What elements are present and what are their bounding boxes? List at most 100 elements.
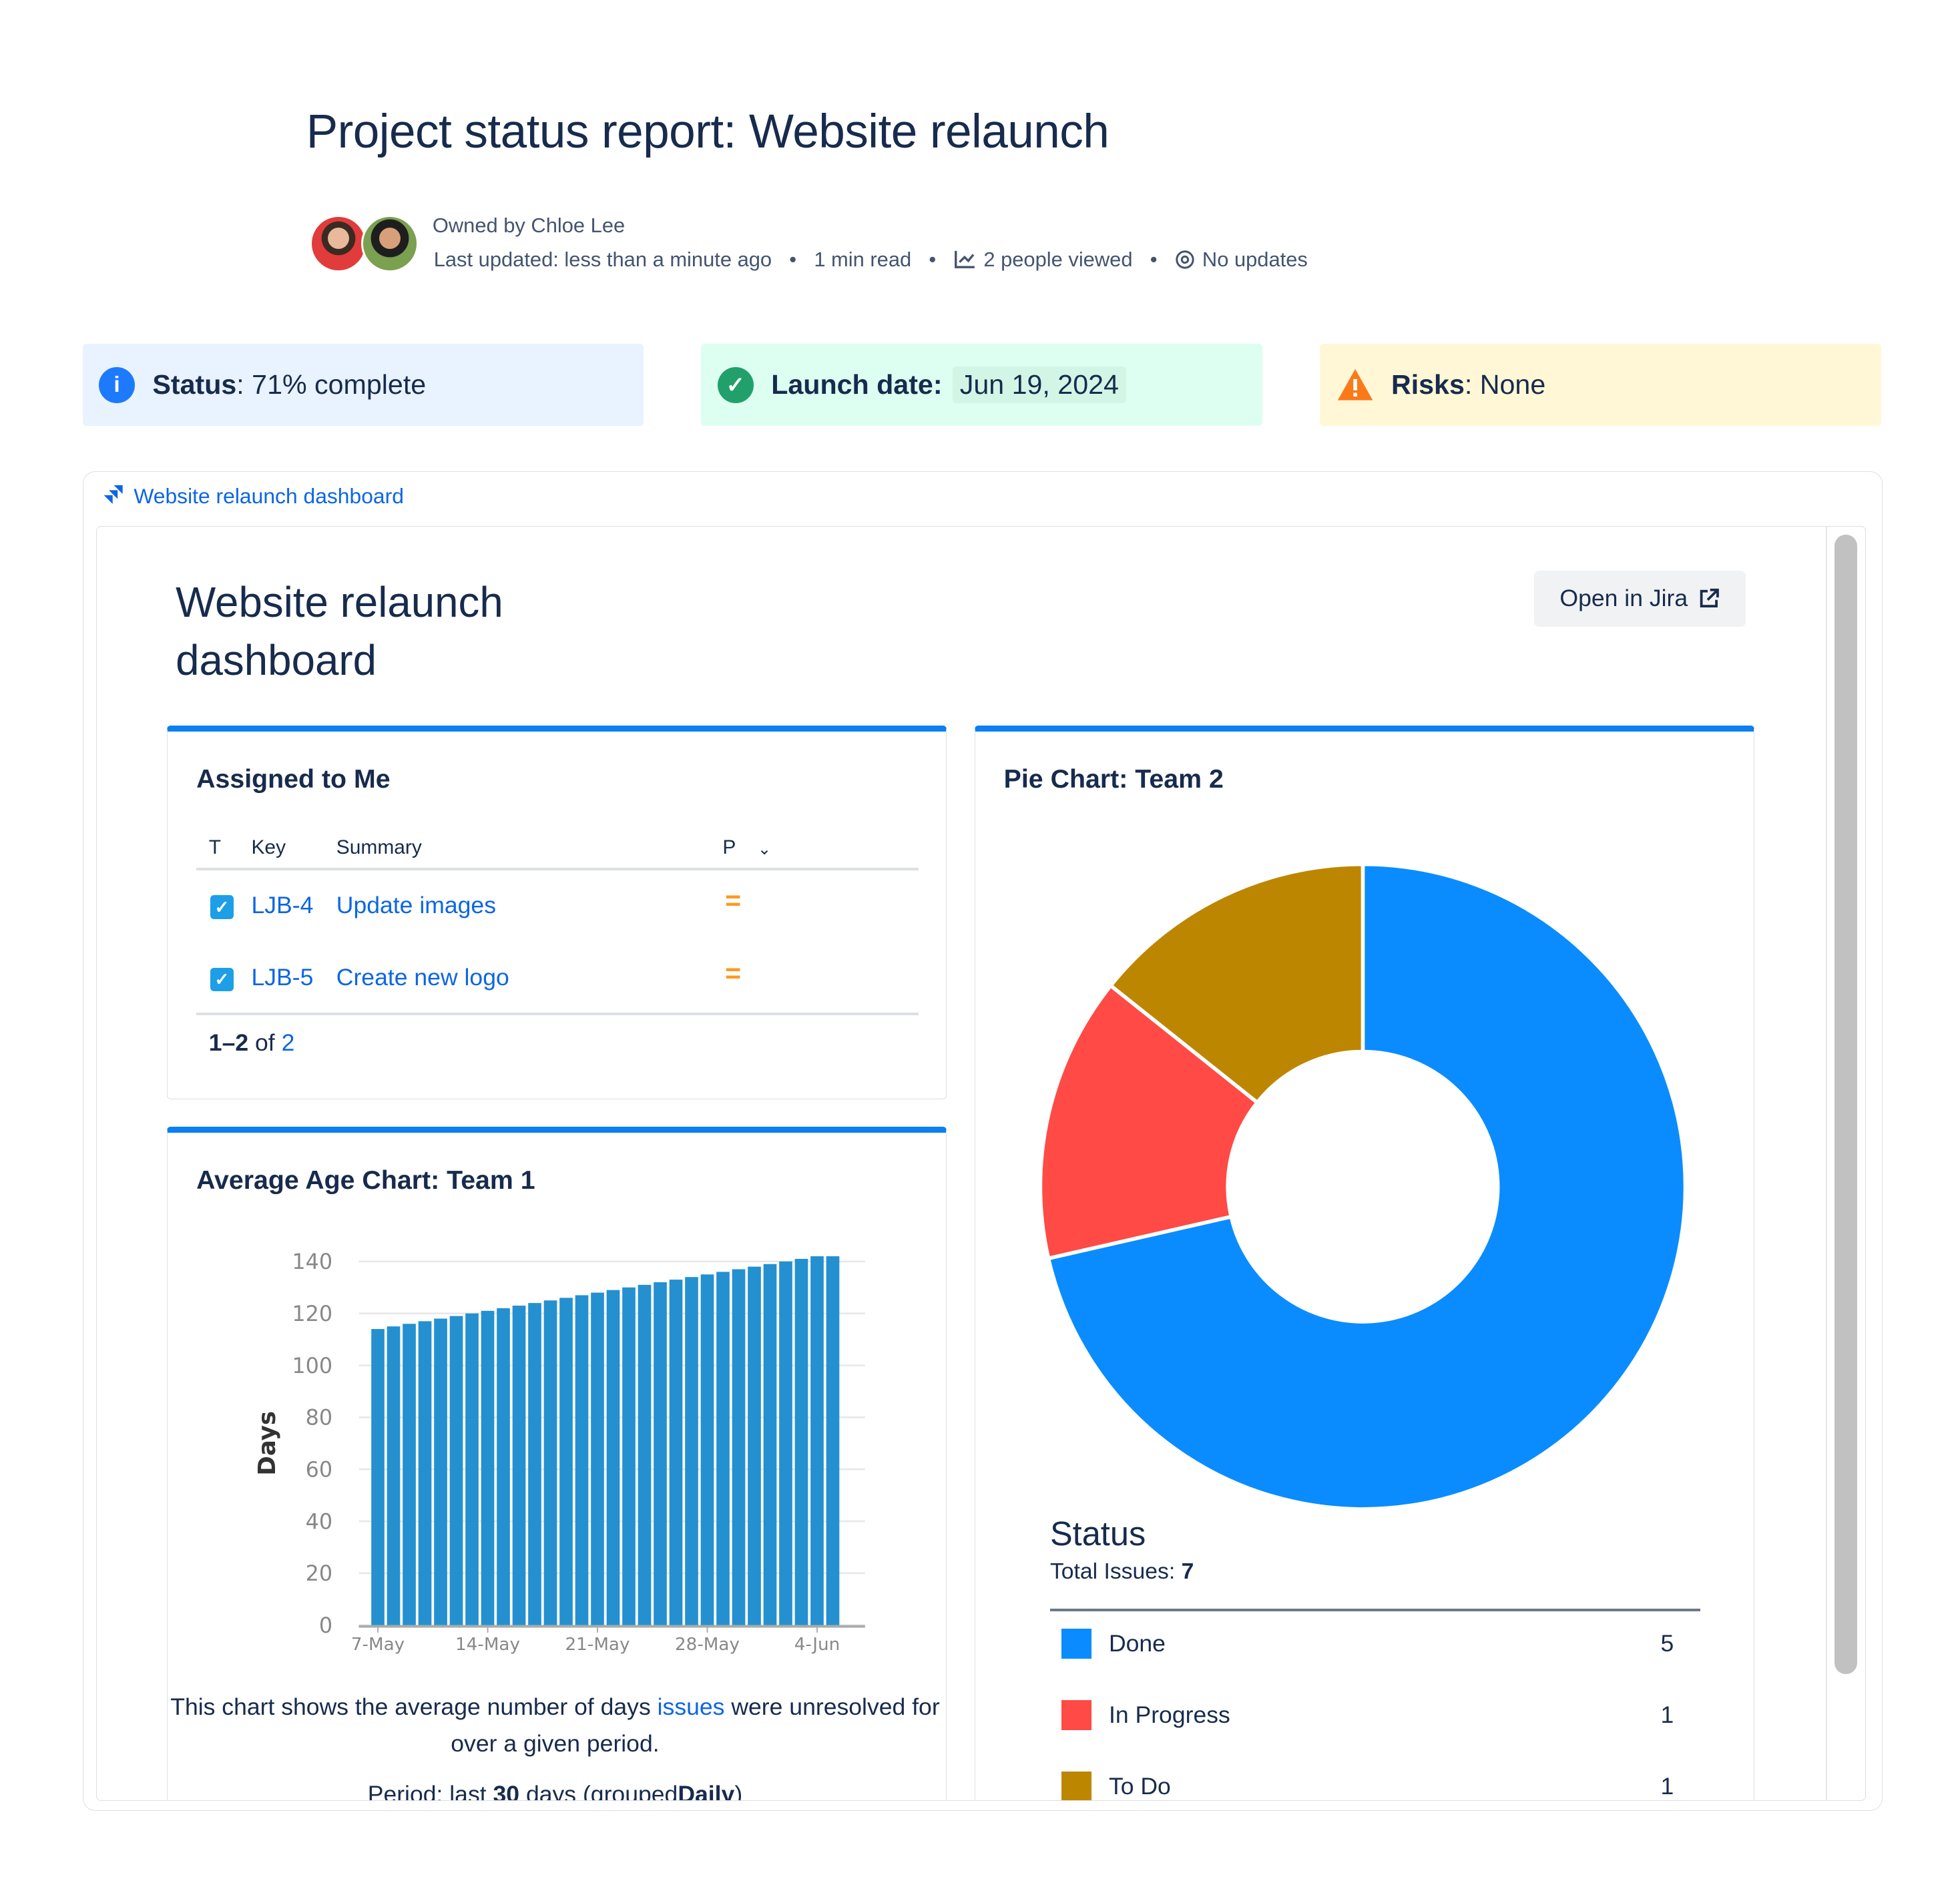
issue-key-link[interactable]: LJB-5 (251, 964, 314, 991)
period-days: 30 (493, 1781, 520, 1802)
updates-icon (1176, 250, 1194, 269)
x-tick-label: 21-May (565, 1635, 630, 1655)
open-in-jira-label: Open in Jira (1559, 585, 1688, 612)
pie-slice-in-progress (1038, 983, 1260, 1261)
last-updated: Last updated: less than a minute ago (433, 247, 772, 271)
open-in-jira-button[interactable]: Open in Jira (1534, 570, 1746, 627)
bar (403, 1324, 416, 1625)
dashboard-frame: Website relaunch dashboard Open in Jira … (96, 526, 1867, 1802)
pie-slice-to-do (1108, 862, 1365, 1105)
period-text: days (grouped (525, 1781, 678, 1802)
pagination: 1–2 of 2 (209, 1029, 295, 1057)
views-count[interactable]: 2 people viewed (983, 247, 1133, 271)
y-tick-label: 40 (306, 1509, 333, 1534)
updates-status: No updates (1202, 247, 1308, 271)
bar (763, 1264, 777, 1625)
avatar-contributor[interactable] (361, 215, 419, 273)
legend-item[interactable]: In Progress 1 (1050, 1700, 1700, 1737)
pagination-total-link[interactable]: 2 (281, 1029, 295, 1056)
average-age-bar-chart: 0 20 40 60 80 100 120 140 Days 7-May 14-May 21-May 2… (254, 1249, 865, 1655)
separator-dot: • (929, 247, 937, 271)
bar (449, 1316, 463, 1625)
bar (512, 1306, 526, 1625)
bar (387, 1326, 401, 1625)
description-text: This chart shows the average number of d… (170, 1693, 651, 1721)
bar (434, 1318, 447, 1625)
warning-icon (1337, 369, 1373, 401)
y-tick-label: 0 (319, 1613, 332, 1638)
column-header-type[interactable]: T (208, 836, 222, 859)
info-icon: i (98, 366, 136, 403)
issue-summary-link[interactable]: Update images (336, 891, 496, 918)
jira-embed-card (82, 471, 1883, 1812)
pagination-range: 1–2 (208, 1029, 249, 1056)
scrollbar-track (1825, 527, 1827, 1801)
divider (196, 1013, 919, 1015)
divider (196, 868, 919, 870)
legend-item[interactable]: Done 5 (1050, 1629, 1700, 1666)
avatar-chloe-lee[interactable] (310, 215, 368, 273)
bar (622, 1287, 636, 1625)
risks-panel: Risks: None (1320, 343, 1881, 427)
bar (685, 1277, 698, 1625)
launch-date-separator: : (933, 369, 943, 400)
bar (606, 1290, 620, 1625)
status-label: Status (152, 369, 237, 400)
status-panel: i Status: 71% complete (82, 343, 644, 427)
legend-item[interactable]: To Do 1 (1050, 1771, 1700, 1801)
legend-divider (1049, 1609, 1700, 1612)
issue-key-link[interactable]: LJB-4 (251, 891, 314, 918)
bar (418, 1321, 432, 1625)
chevron-down-icon[interactable]: ⌄ (757, 840, 772, 858)
status-value: : 71% complete (236, 369, 427, 400)
legend-label: In Progress (1108, 1701, 1230, 1728)
y-tick-label: 100 (292, 1353, 332, 1378)
x-tick-label: 4-Jun (794, 1635, 840, 1655)
bar (591, 1292, 604, 1625)
legend-count: 5 (1660, 1630, 1674, 1657)
bar (810, 1256, 824, 1625)
period-grouping: Daily (678, 1781, 735, 1802)
read-time: 1 min read (814, 247, 912, 271)
total-issues-label: Total Issues: (1049, 1559, 1176, 1585)
column-header-key[interactable]: Key (251, 836, 286, 859)
dashboard-link[interactable]: Website relaunch dashboard (100, 484, 404, 509)
assigned-to-me-gadget: Assigned to Me T Key Summary P ⌄ ✓ LJB-4… (167, 725, 947, 1099)
bar (497, 1308, 510, 1625)
column-header-summary[interactable]: Summary (336, 836, 422, 859)
gadget-title: Pie Chart: Team 2 (1003, 764, 1224, 794)
column-header-priority[interactable]: P (722, 836, 736, 859)
bar (700, 1274, 714, 1625)
risks-label: Risks (1391, 369, 1465, 400)
launch-date-chip[interactable]: Jun 19, 2024 (952, 366, 1127, 403)
bar (654, 1282, 667, 1625)
bar (716, 1272, 730, 1625)
table-row: ✓ LJB-4 Update images = (168, 885, 943, 925)
launch-date-label: Launch date (771, 369, 933, 400)
dashboard-title: Website relaunch dashboard (176, 579, 503, 684)
y-tick-label: 80 (306, 1405, 333, 1430)
issue-summary-link[interactable]: Create new logo (336, 964, 509, 991)
pie-chart-gadget: Pie Chart: Team 2 Status Total Issues: 7… (974, 725, 1754, 1801)
page-title: Project status report: Website relaunch (306, 105, 1110, 159)
x-tick-label: 28-May (675, 1635, 740, 1655)
separator-dot: • (789, 247, 797, 271)
page-meta: Last updated: less than a minute ago • 1… (434, 248, 1308, 272)
y-tick-label: 20 (306, 1561, 333, 1586)
x-tick-label: 7-May (351, 1635, 405, 1655)
check-circle-icon: ✓ (717, 366, 754, 403)
task-type-icon: ✓ (210, 895, 234, 919)
dashboard-link-text[interactable]: Website relaunch dashboard (134, 483, 404, 508)
period-text: Period: last (367, 1781, 487, 1802)
status-donut-chart (1038, 862, 1687, 1511)
scrollbar-thumb[interactable] (1834, 534, 1857, 1675)
bar (794, 1258, 808, 1625)
issues-link[interactable]: issues (657, 1693, 725, 1721)
bar (465, 1313, 479, 1625)
legend-swatch (1061, 1629, 1091, 1659)
legend-swatch (1061, 1700, 1091, 1731)
external-link-icon (1700, 588, 1719, 608)
priority-medium-icon: = (725, 885, 742, 916)
bar (732, 1269, 746, 1625)
legend-swatch (1061, 1771, 1091, 1801)
